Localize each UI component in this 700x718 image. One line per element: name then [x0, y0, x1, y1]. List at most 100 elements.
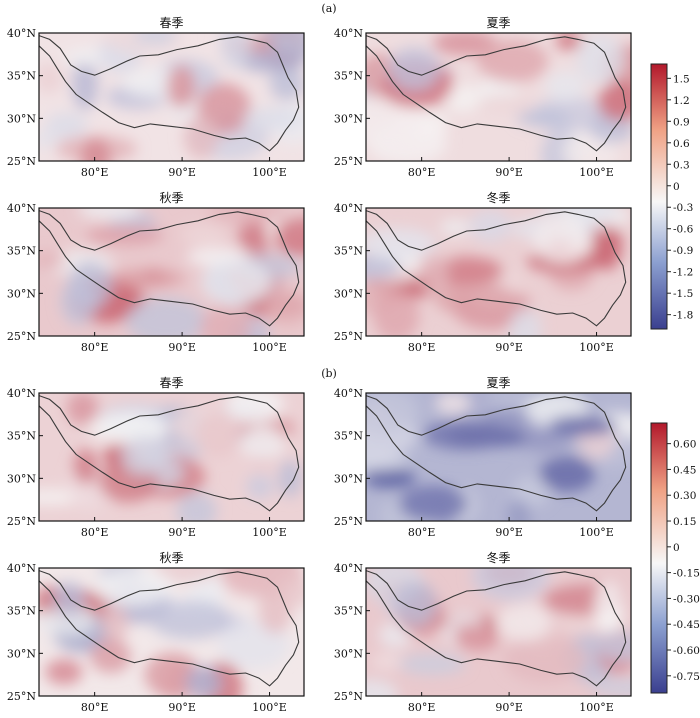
colorbar-tick-label: -0.15 [673, 568, 700, 580]
colorbar-tick-label: -0.60 [673, 645, 700, 657]
colorbar-b: 0.60 0.45 0.30 0.15 0 -0.15 -0.30 -0.45 -0.60 -0.… [650, 422, 700, 694]
panel-frame [38, 392, 305, 522]
colorbar-tick-label: 0.3 [673, 159, 690, 171]
lon-tick-label: 90°E [495, 166, 523, 179]
colorbar-tick-label: 0 [673, 181, 680, 193]
lat-tick-label: 40°N [334, 562, 363, 575]
plateau-boundary [39, 35, 300, 152]
lon-tick-label: 80°E [408, 701, 436, 714]
lat-tick-label: 25°N [334, 330, 363, 343]
lon-tick-label: 100°E [579, 166, 614, 179]
lat-tick-label: 30°N [334, 647, 363, 660]
panel-title: 秋季 [159, 191, 183, 205]
anomaly-field [39, 568, 304, 696]
map-panel-0-0: 春季 40°N 35°N 30°N 25°N 80°E 90°E 100°E [7, 16, 305, 179]
anomaly-field [366, 33, 631, 161]
panel-frame [38, 567, 305, 697]
group-label-a: (a) [321, 2, 336, 15]
lat-tick-label: 25°N [7, 690, 36, 703]
lat-tick-label: 35°N [334, 430, 363, 443]
lat-tick-label: 40°N [334, 387, 363, 400]
colorbar-tick-label: 0.60 [673, 439, 696, 451]
lon-tick-label: 100°E [252, 341, 287, 354]
lat-tick-label: 35°N [334, 245, 363, 258]
lon-tick-label: 80°E [408, 166, 436, 179]
plateau-boundary [39, 395, 300, 512]
panel-title: 夏季 [486, 16, 510, 30]
lon-tick-label: 100°E [252, 166, 287, 179]
lat-tick-label: 35°N [7, 245, 36, 258]
lon-tick-label: 90°E [495, 701, 523, 714]
lat-tick-label: 40°N [7, 202, 36, 215]
lon-tick-label: 80°E [408, 341, 436, 354]
plateau-boundary [39, 570, 300, 687]
colorbar-tick-label: -0.45 [673, 619, 700, 631]
lat-tick-label: 30°N [334, 287, 363, 300]
lon-tick-label: 90°E [168, 341, 196, 354]
plateau-boundary [366, 210, 627, 327]
anomaly-field [39, 208, 304, 336]
lat-tick-label: 40°N [334, 27, 363, 40]
plateau-boundary [39, 210, 300, 327]
lat-tick-label: 30°N [334, 472, 363, 485]
lon-tick-label: 80°E [81, 701, 109, 714]
lon-tick-label: 90°E [495, 526, 523, 539]
lat-tick-label: 25°N [334, 690, 363, 703]
colorbar-a: 1.5 1.2 0.9 0.6 0.3 0 -0.3 -0.6 -0.9 -1.2 -1.5 -1.8 [650, 63, 694, 330]
colorbar-tick-label: -1.5 [673, 288, 693, 300]
colorbar-tick-label: 0.9 [673, 116, 690, 128]
colorbar-tick-label: 0 [673, 542, 680, 554]
anomaly-field [366, 208, 631, 336]
lon-tick-label: 100°E [579, 701, 614, 714]
map-panel-1-3: 冬季 40°N 35°N 30°N 25°N 80°E 90°E 100°E [334, 550, 632, 714]
map-panel-0-1: 夏季 40°N 35°N 30°N 25°N 80°E 90°E 100°E [334, 16, 632, 179]
panel-title: 夏季 [486, 376, 510, 390]
panel-title: 冬季 [486, 550, 510, 565]
colorbar-tick-label: -0.6 [673, 224, 694, 236]
lat-tick-label: 35°N [334, 605, 363, 618]
lat-tick-label: 40°N [7, 562, 36, 575]
lon-tick-label: 90°E [168, 701, 196, 714]
map-panel-1-2: 秋季 40°N 35°N 30°N 25°N 80°E 90°E 100°E [7, 551, 305, 714]
lat-tick-label: 25°N [334, 515, 363, 528]
colorbar-tick-label: -1.2 [673, 267, 693, 279]
group-label-b: (b) [321, 367, 337, 380]
map-panel-0-3: 冬季 40°N 35°N 30°N 25°N 80°E 90°E 100°E [334, 190, 632, 354]
colorbar-tick-label: -0.30 [673, 593, 700, 605]
panel-frame [365, 567, 632, 697]
colorbar-tick-label: 0.6 [673, 138, 690, 150]
lat-tick-label: 35°N [334, 70, 363, 83]
lat-tick-label: 40°N [334, 202, 363, 215]
colorbar-tick-label: 1.5 [673, 73, 690, 85]
panel-title: 冬季 [486, 190, 510, 205]
map-panel-1-1: 夏季 40°N 35°N 30°N 25°N 80°E 90°E 100°E [334, 376, 632, 539]
panel-frame [365, 392, 632, 522]
lat-tick-label: 35°N [7, 430, 36, 443]
lon-tick-label: 80°E [81, 341, 109, 354]
panel-frame [38, 32, 305, 162]
lon-tick-label: 100°E [252, 701, 287, 714]
plateau-boundary [366, 570, 627, 687]
colorbar-tick-label: 0.30 [673, 490, 696, 502]
lon-tick-label: 80°E [408, 526, 436, 539]
lat-tick-label: 40°N [7, 387, 36, 400]
lon-tick-label: 80°E [81, 166, 109, 179]
lon-tick-label: 90°E [495, 341, 523, 354]
lat-tick-label: 30°N [7, 472, 36, 485]
map-panel-0-2: 秋季 40°N 35°N 30°N 25°N 80°E 90°E 100°E [7, 191, 305, 354]
map-panels: 春季 40°N 35°N 30°N 25°N 80°E 90°E 100°E 夏季 40°N 35°… [7, 16, 632, 714]
colorbar-a-bar [650, 63, 668, 330]
lon-tick-label: 100°E [579, 341, 614, 354]
lat-tick-label: 30°N [334, 112, 363, 125]
lon-tick-label: 100°E [579, 526, 614, 539]
plateau-boundary [366, 395, 627, 512]
colorbar-tick-label: -0.9 [673, 245, 693, 257]
colorbar-tick-label: 0.45 [673, 464, 696, 476]
plateau-boundary [366, 35, 627, 152]
lat-tick-label: 30°N [7, 287, 36, 300]
lat-tick-label: 35°N [7, 605, 36, 618]
lon-tick-label: 80°E [81, 526, 109, 539]
lat-tick-label: 25°N [7, 515, 36, 528]
anomaly-field [39, 33, 304, 161]
